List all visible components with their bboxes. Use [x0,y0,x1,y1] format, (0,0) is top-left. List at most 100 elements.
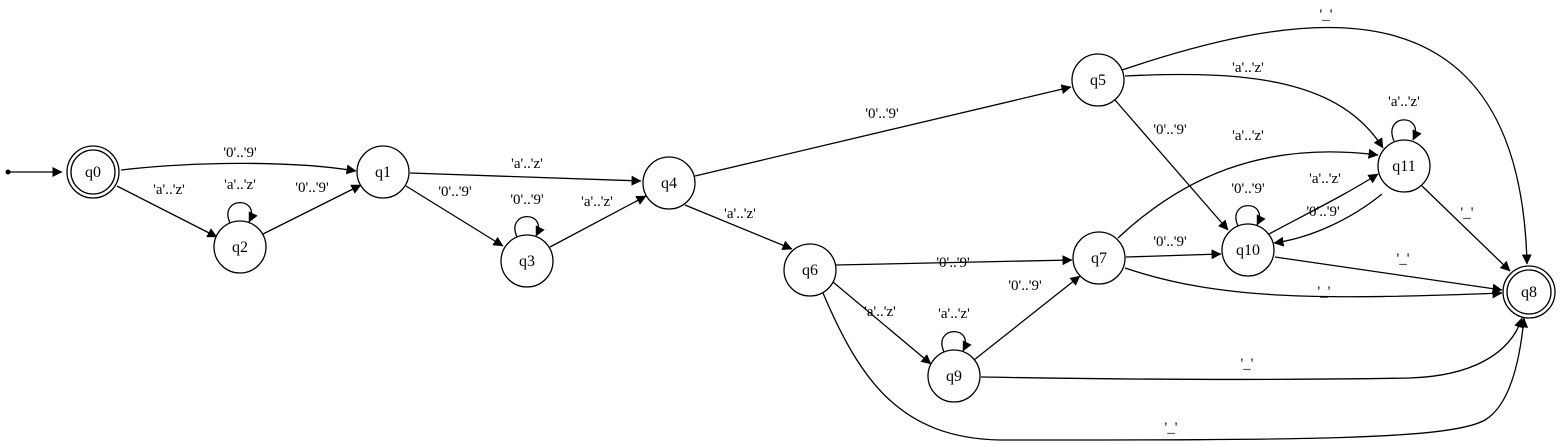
transition-arrow [1268,173,1379,235]
transition-arrow [684,204,793,251]
transition-q1-to-q4: 'a'..'z' [409,156,642,186]
transition-label: '_' [1165,420,1178,436]
state-label: q6 [802,262,818,279]
transition-q4-to-q6: 'a'..'z' [684,204,793,251]
state-label: q0 [85,164,101,181]
transition-label: 'a'..'z' [724,206,756,222]
state-label: q4 [661,175,677,192]
transition-q4-to-q5: '0'..'9' [694,84,1072,177]
transition-arrow [822,292,1529,441]
transition-q5-to-q11: 'a'..'z' [1124,60,1384,149]
transition-arrow [1274,256,1503,294]
transition-label: '0'..'9' [936,255,970,271]
state-label: q8 [1521,284,1537,301]
transition-q9-to-q8: '_' [980,317,1524,381]
transition-arrow [262,184,362,235]
transition-label: '0'..'9' [1153,234,1187,250]
transitions-layer: '0'..'9' 'a'..'z' 'a'..'z' '0'..'9' 'a'..'z'… [5,7,1532,441]
state-q2: q2 [213,220,267,274]
transition-arrow [941,331,972,353]
start-point [5,169,11,175]
transition-arrow [1114,99,1229,231]
transition-q7-to-q10: '0'..'9' [1125,234,1222,260]
transition-label: 'a'..'z' [1309,171,1341,187]
transition-label: 'a'..'z' [938,306,970,322]
transition-arrow [1235,205,1266,227]
transition-q11-to-q11: 'a'..'z' [1388,94,1422,142]
transition-arrow [1273,193,1383,247]
transition-q7-to-q11: 'a'..'z' [1117,128,1379,239]
state-q6: q6 [783,243,837,297]
transition-q10-to-q11: 'a'..'z' [1268,171,1379,235]
transition-label: '_' [1397,251,1410,267]
state-q0: q0 [66,145,120,199]
state-circle [927,349,981,403]
state-label: q3 [519,253,535,270]
state-label: q10 [1236,242,1260,259]
state-label: q7 [1091,250,1107,267]
state-circle [213,220,267,274]
transition-arrow [1391,119,1422,142]
state-q5: q5 [1071,53,1125,107]
transition-arrow [409,172,642,186]
transition-arrow [694,84,1072,177]
state-label: q1 [375,164,391,181]
state-label: q9 [946,368,962,385]
transition-label: '_' [1461,205,1474,221]
state-q1: q1 [356,145,410,199]
state-circle [783,243,837,297]
transition-q5-to-q8: '_' [1121,7,1532,265]
transition-q0-to-q1: '0'..'9' [120,145,357,175]
state-circle [1221,223,1275,277]
transition-arrow [549,195,647,248]
state-label: q2 [232,239,248,256]
transition-q6-to-q8: '_' [822,292,1529,441]
accepting-ring [1506,269,1552,315]
transition-q7-to-q8: '_' [1124,267,1503,300]
state-q7: q7 [1072,231,1126,285]
state-q11: q11 [1377,139,1431,193]
transition-arrow [405,185,504,247]
transition-q11-to-q8: '_' [1421,185,1511,272]
transition-q2-to-q1: '0'..'9' [262,180,362,235]
transition-arrow [1121,26,1532,265]
state-circle [1071,53,1125,107]
transition-label: '0'..'9' [1231,181,1265,197]
transition-label: '0'..'9' [510,192,544,208]
transition-label: 'a'..'z' [864,304,896,320]
transition-label: 'a'..'z' [153,182,185,198]
state-q8: q8 [1502,265,1556,319]
state-label: q11 [1392,158,1415,175]
transition-label: 'a'..'z' [511,156,543,172]
accepting-ring [70,149,116,195]
transition-label: '0'..'9' [295,180,329,196]
transition-label: '0'..'9' [865,106,899,122]
state-circle [356,145,410,199]
transition-q6-to-q7: '0'..'9' [834,255,1073,271]
transition-arrow [1124,73,1384,149]
state-q4: q4 [642,156,696,210]
transition-q9-to-q7: '0'..'9' [973,275,1081,361]
transition-label: '_' [1318,284,1331,300]
state-q3: q3 [500,234,554,288]
transition-q3-to-q3: '0'..'9' [510,192,545,238]
transition-q0-to-q2: 'a'..'z' [116,182,218,238]
transition-label: '0'..'9' [1008,278,1042,294]
transition-arrow [980,317,1524,381]
state-label: q5 [1090,72,1106,89]
transition-label: '_' [1320,7,1333,23]
transition-label: 'a'..'z' [1232,128,1264,144]
transition-q3-to-q4: 'a'..'z' [549,194,647,248]
transition-label: 'a'..'z' [1232,60,1264,76]
transition-arrow [120,162,357,175]
transition-arrow [973,275,1081,361]
state-q9: q9 [927,349,981,403]
transition-label: '_' [1241,356,1254,372]
transition-label: 'a'..'z' [224,177,256,193]
transition-arrow [116,185,218,238]
transition-q1-to-q3: '0'..'9' [405,184,504,247]
transition-arrow [834,255,1073,266]
transition-q10-to-q10: '0'..'9' [1231,181,1266,227]
transition-arrow [832,281,932,365]
